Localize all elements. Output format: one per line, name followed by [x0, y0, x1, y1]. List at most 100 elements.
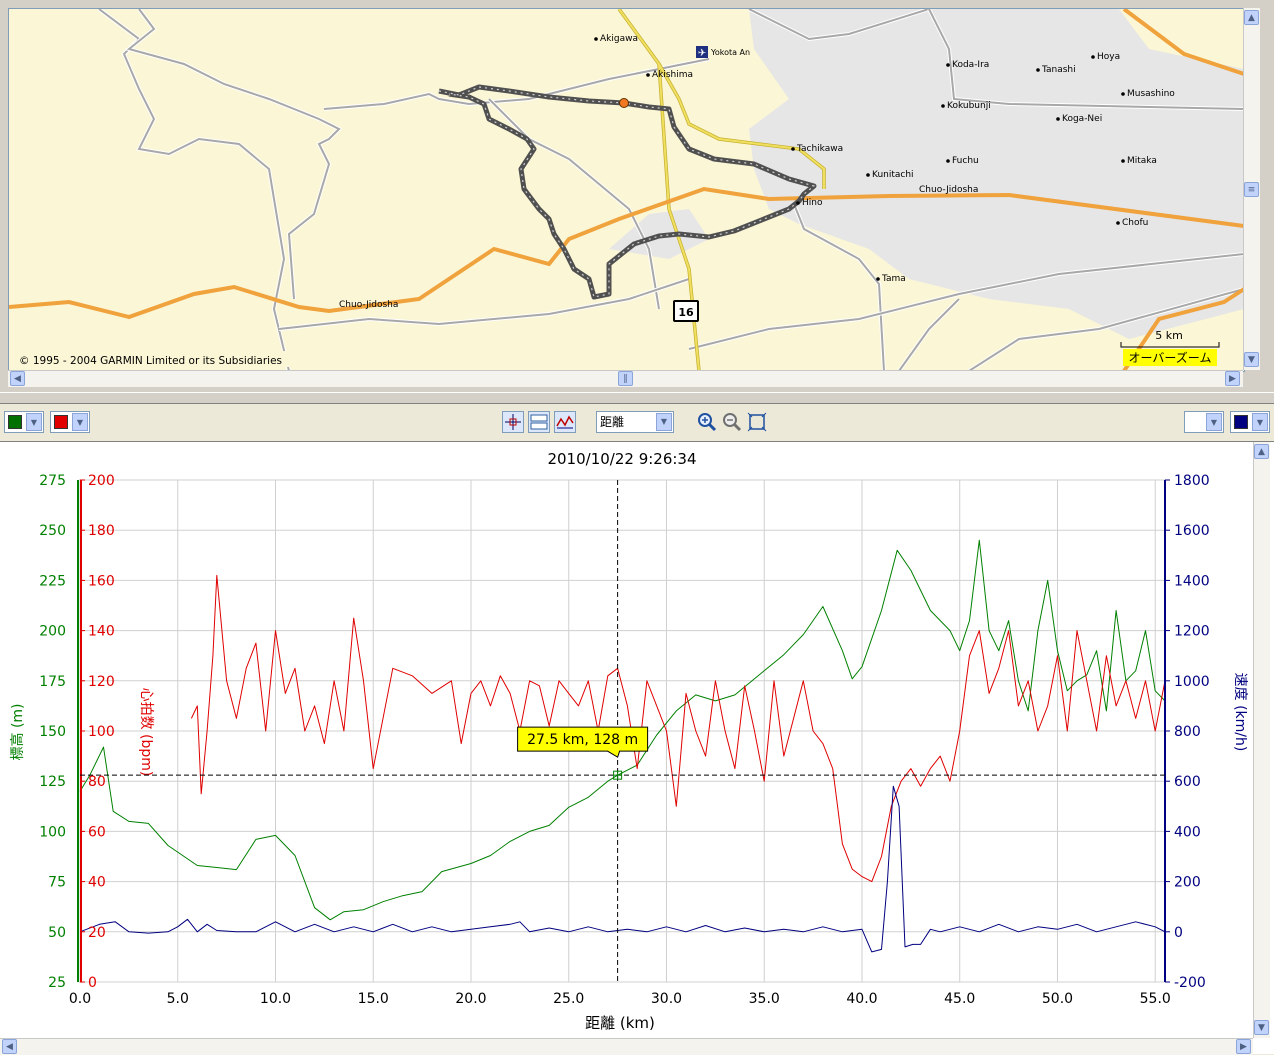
cursor-callout-label: 27.5 km, 128 m — [527, 732, 638, 748]
chevron-down-icon[interactable]: ▼ — [72, 413, 88, 431]
place-dot — [876, 277, 880, 281]
heart-rate-tick-label: 180 — [88, 523, 115, 539]
place-label: Koda-Ira — [952, 60, 989, 70]
elevation-profile-chart[interactable]: 2010/10/22 9:26:34 0.0 5.0 10.0 15.0 20.0 25.0… — [0, 442, 1274, 1054]
crosshair-icon[interactable] — [502, 411, 524, 433]
x-tick-label: 15.0 — [358, 991, 389, 1007]
x-tick-label: 50.0 — [1042, 991, 1073, 1007]
x-tick-label: 0.0 — [69, 991, 91, 1007]
unused-color-picker[interactable]: ▼ — [1184, 411, 1224, 433]
x-tick-label: 25.0 — [553, 991, 584, 1007]
place-label: Akigawa — [600, 34, 638, 44]
chart-horizontal-scrollbar[interactable]: ◀ ▶ — [0, 1038, 1253, 1055]
elevation-color-picker[interactable]: ▼ — [4, 411, 44, 433]
chevron-down-icon[interactable]: ▼ — [1206, 413, 1222, 431]
place-dot — [791, 147, 795, 151]
highway-label: Chuo-Jidosha — [919, 185, 978, 195]
speed-tick-label: 0 — [1174, 925, 1183, 941]
scroll-up-icon[interactable]: ▲ — [1244, 10, 1259, 25]
road — [748, 9, 930, 41]
x-tick-label: 45.0 — [944, 991, 975, 1007]
scroll-thumb-icon[interactable]: ≡ — [1244, 182, 1259, 197]
split-view-icon[interactable] — [528, 411, 550, 433]
heart-rate-tick-label: 80 — [88, 774, 106, 790]
road — [688, 253, 1244, 350]
scroll-left-icon[interactable]: ◀ — [2, 1039, 17, 1054]
chevron-down-icon[interactable]: ▼ — [1252, 413, 1268, 431]
track-cursor-marker — [619, 98, 629, 108]
elevation-tick-label: 200 — [39, 624, 66, 640]
x-tick-label: 10.0 — [260, 991, 291, 1007]
road — [928, 9, 1244, 110]
heart-rate-tick-label: 100 — [88, 724, 115, 740]
chevron-down-icon[interactable]: ▼ — [26, 413, 42, 431]
scroll-right-icon[interactable]: ▶ — [1236, 1039, 1251, 1054]
graph-icon[interactable] — [554, 411, 576, 433]
elevation-tick-label: 25 — [48, 975, 66, 991]
road — [278, 278, 690, 330]
fit-icon[interactable] — [746, 411, 768, 433]
zoom-in-icon[interactable] — [696, 411, 718, 433]
scroll-right-icon[interactable]: ▶ — [1225, 371, 1240, 386]
scroll-down-icon[interactable]: ▼ — [1254, 1020, 1269, 1035]
x-tick-label: 5.0 — [167, 991, 189, 1007]
x-tick-label: 20.0 — [455, 991, 486, 1007]
place-label: Tanashi — [1041, 65, 1076, 75]
x-tick-label: 35.0 — [749, 991, 780, 1007]
map-canvas[interactable]: Akigawa ✈ Yokota An Akishima Koda-Ira Tanashi… — [9, 9, 1244, 371]
place-dot — [594, 37, 598, 41]
place-label: Akishima — [652, 70, 693, 80]
unused-color-swatch — [1188, 415, 1202, 429]
map-view[interactable]: Akigawa ✈ Yokota An Akishima Koda-Ira Tanashi… — [8, 8, 1245, 372]
elevation-tick-label: 225 — [39, 573, 66, 589]
place-label: Yokota An — [710, 48, 750, 57]
heart-rate-tick-label: 60 — [88, 824, 106, 840]
scroll-hthumb-icon[interactable]: ‖ — [618, 371, 633, 386]
place-label: Musashino — [1127, 89, 1175, 99]
elevation-line — [79, 539, 1166, 921]
scale-label: 5 km — [1155, 329, 1183, 342]
highway-label: Chuo-Jidosha — [339, 300, 398, 310]
scroll-up-icon[interactable]: ▲ — [1254, 444, 1269, 459]
road — [126, 9, 341, 300]
place-label: Chofu — [1122, 218, 1148, 228]
speed-tick-label: 1600 — [1174, 523, 1210, 539]
elevation-tick-label: 100 — [39, 824, 66, 840]
overzoom-label: オーバーズーム — [1129, 350, 1212, 365]
pane-splitter[interactable] — [0, 392, 1274, 404]
x-tick-label: 55.0 — [1140, 991, 1171, 1007]
x-tick-label: 30.0 — [651, 991, 682, 1007]
place-dot — [1121, 159, 1125, 163]
airport-icon — [696, 46, 708, 58]
x-axis-select-value: 距離 — [600, 415, 625, 429]
zoom-out-icon[interactable] — [721, 411, 743, 433]
heart-rate-color-swatch — [54, 415, 68, 429]
map-vertical-scrollbar[interactable]: ▲ ≡ ▼ — [1243, 8, 1260, 370]
speed-tick-label: 800 — [1174, 724, 1201, 740]
map-horizontal-scrollbar[interactable]: ◀ ‖ ▶ — [8, 370, 1243, 387]
place-label: Tama — [881, 274, 906, 284]
place-label: Koga-Nei — [1062, 114, 1102, 124]
chart-vertical-scrollbar[interactable]: ▲ ▼ — [1253, 442, 1270, 1038]
speed-tick-label: 600 — [1174, 774, 1201, 790]
scroll-left-icon[interactable]: ◀ — [10, 371, 25, 386]
copyright-text: © 1995 - 2004 GARMIN Limited or its Subs… — [19, 355, 282, 367]
speed-color-picker[interactable]: ▼ — [1230, 411, 1270, 433]
elevation-tick-label: 50 — [48, 925, 66, 941]
speed-tick-label: 1000 — [1174, 674, 1210, 690]
cursor-callout — [517, 726, 649, 758]
place-label: Mitaka — [1127, 156, 1157, 166]
scale-bar — [1120, 342, 1220, 348]
chevron-down-icon[interactable]: ▼ — [656, 413, 672, 431]
scroll-down-icon[interactable]: ▼ — [1244, 352, 1259, 367]
speed-tick-label: -200 — [1174, 975, 1206, 991]
heart-rate-color-picker[interactable]: ▼ — [50, 411, 90, 433]
x-axis-label: 距離 (km) — [585, 1014, 655, 1032]
heart-rate-tick-label: 140 — [88, 624, 115, 640]
place-dot — [646, 73, 650, 77]
highway — [9, 186, 1244, 320]
chart-panel: 2010/10/22 9:26:34 0.0 5.0 10.0 15.0 20.0 25.0… — [0, 441, 1274, 1055]
speed-line — [79, 785, 1166, 953]
gps-track — [438, 84, 817, 300]
x-axis-select[interactable]: 距離 ▼ — [596, 411, 674, 433]
